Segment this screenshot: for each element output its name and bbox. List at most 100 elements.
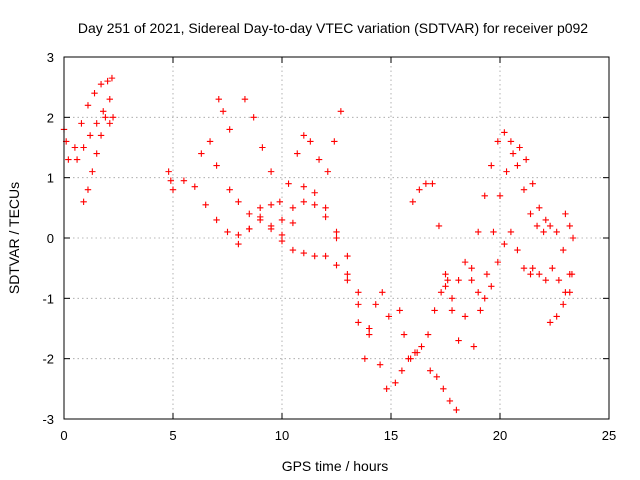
data-point [418, 343, 425, 350]
x-tick-label: 10 [275, 428, 289, 443]
data-point [366, 331, 373, 338]
data-point [448, 307, 456, 314]
data-point [566, 289, 573, 296]
data-point [392, 379, 399, 386]
data-point [562, 210, 569, 218]
series-arc-m [366, 289, 393, 332]
data-point [527, 271, 534, 278]
data-point [307, 138, 314, 145]
data-point [86, 132, 94, 139]
data-point [437, 289, 445, 296]
data-point [344, 277, 351, 284]
data-point [315, 156, 323, 163]
data-point [546, 222, 554, 230]
data-point [278, 231, 286, 239]
data-point [507, 138, 515, 145]
data-point [333, 261, 340, 269]
series-arc-v [546, 289, 573, 326]
data-point [180, 177, 188, 184]
data-point [267, 222, 275, 230]
series-arc-d [80, 114, 109, 205]
series-arc-w [562, 210, 577, 242]
data-points [60, 74, 577, 414]
y-tick-label: -2 [42, 352, 54, 367]
data-point [289, 246, 297, 254]
data-point [246, 225, 253, 233]
data-point [106, 120, 113, 127]
data-point [167, 177, 175, 184]
series-arc-p [396, 307, 421, 362]
data-point [527, 210, 534, 218]
data-point [514, 162, 521, 169]
data-point [475, 289, 482, 296]
data-point [324, 168, 331, 175]
data-point [91, 90, 98, 97]
data-point [481, 192, 488, 199]
series-arc-e [106, 114, 117, 127]
data-point [542, 216, 549, 224]
data-point [333, 228, 340, 236]
data-point [501, 240, 508, 248]
data-point [250, 114, 257, 121]
data-point [379, 289, 386, 296]
series-arc-n [392, 277, 451, 386]
data-point [278, 237, 286, 245]
data-point [322, 204, 329, 212]
data-point [366, 325, 373, 332]
data-point [355, 289, 362, 296]
series-arc-b [71, 74, 116, 151]
series-arc-r [429, 129, 573, 344]
data-point [246, 210, 253, 218]
data-point [333, 234, 340, 242]
series-arc-o [427, 367, 460, 414]
data-point [259, 144, 266, 151]
data-point [475, 228, 482, 236]
data-point [455, 337, 462, 344]
y-axis-label: SDTVAR / TECUs [6, 182, 22, 294]
data-point [80, 198, 87, 205]
data-point [80, 144, 87, 151]
data-point [501, 129, 508, 136]
data-point [226, 186, 233, 193]
data-point [93, 120, 100, 127]
data-point [568, 271, 576, 278]
data-point [461, 258, 469, 266]
data-point [520, 186, 528, 193]
data-point [355, 301, 362, 308]
data-point [93, 150, 100, 157]
series-arc-q [409, 180, 430, 205]
data-point [361, 355, 369, 362]
x-tick-label: 25 [602, 428, 616, 443]
data-point [477, 307, 484, 314]
series-arc-a [60, 126, 72, 163]
data-point [468, 277, 475, 284]
data-point [311, 189, 318, 196]
x-tick-label: 20 [493, 428, 507, 443]
data-point [468, 264, 475, 272]
data-point [267, 201, 275, 209]
data-point [442, 283, 449, 290]
data-point [433, 373, 440, 380]
data-point [276, 198, 284, 205]
data-point [503, 168, 510, 175]
data-point [422, 180, 430, 187]
data-point [100, 108, 107, 115]
series-arc-t [470, 144, 549, 350]
y-tick-label: 3 [47, 50, 54, 65]
y-tick-label: -1 [42, 291, 54, 306]
x-axis-label: GPS time / hours [282, 458, 389, 474]
data-point [444, 277, 451, 284]
data-point [311, 201, 318, 209]
data-point [509, 150, 517, 157]
data-point [165, 168, 172, 175]
data-point [555, 277, 563, 284]
data-point [311, 252, 318, 260]
data-point [536, 271, 543, 278]
data-point [453, 406, 460, 414]
data-point [542, 277, 549, 284]
data-point [553, 228, 560, 236]
data-point [289, 219, 297, 227]
data-point [344, 271, 351, 278]
data-point [267, 168, 275, 175]
series-arc-k [215, 96, 233, 133]
